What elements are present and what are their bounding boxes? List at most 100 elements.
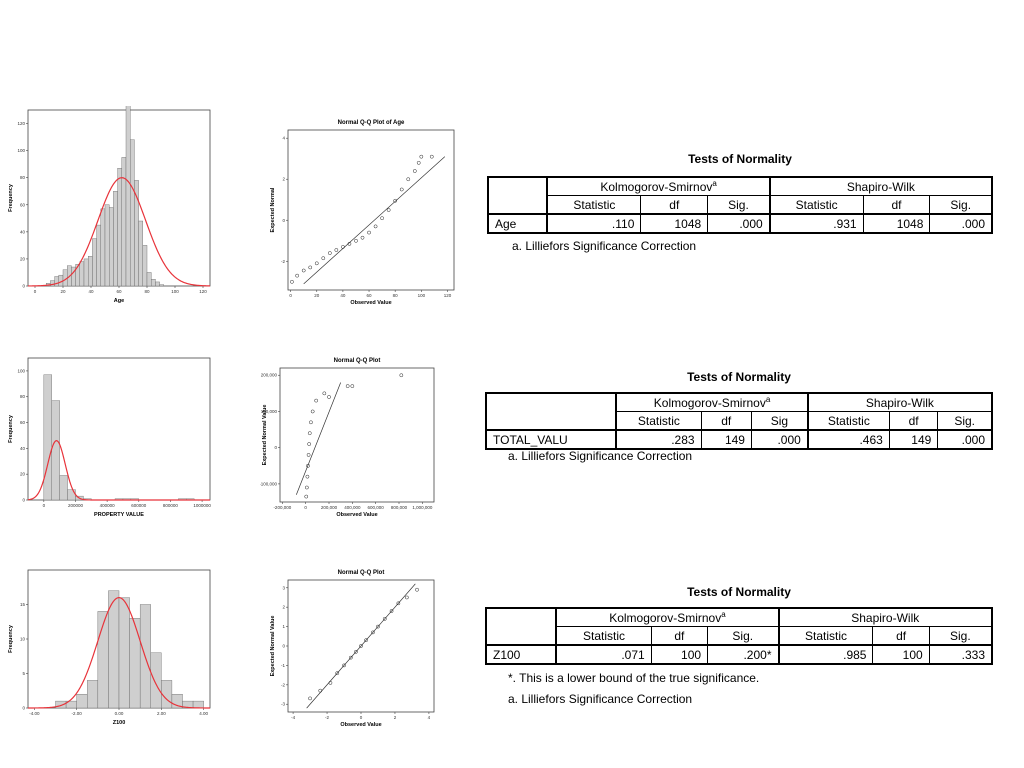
- qq-point: [342, 663, 346, 668]
- sw-group-header: Shapiro-Wilk: [807, 392, 993, 412]
- histogram-bar: [159, 284, 165, 287]
- x-axis-label: Observed Value: [350, 300, 391, 306]
- tests-title-z100: Tests of Normality: [687, 585, 791, 599]
- table-corner: [485, 607, 558, 646]
- col-header: Statistic: [615, 411, 702, 431]
- x-tick-label: 80: [393, 293, 399, 298]
- x-tick-label: -2.00: [72, 711, 83, 716]
- x-tick-label: 800,000: [391, 505, 408, 510]
- col-header: Sig.: [707, 195, 771, 215]
- plot-frame: [287, 129, 455, 291]
- histogram-bar: [87, 256, 93, 287]
- x-axis-label: Observed Value: [336, 512, 377, 518]
- tests-table-property: Kolmogorov-Smirnova Shapiro-Wilk Statist…: [485, 392, 993, 450]
- x-tick-label: 1000000: [193, 503, 211, 508]
- col-header: Statistic: [777, 626, 874, 646]
- qq-point: [371, 630, 375, 635]
- histogram-bar: [59, 475, 68, 501]
- ks-group-header: Kolmogorov-Smirnova: [615, 392, 809, 412]
- x-tick-label: 100: [418, 293, 426, 298]
- qq-point: [380, 216, 384, 221]
- y-tick-label: 80: [20, 394, 26, 399]
- histogram-bar: [150, 652, 162, 709]
- qq-point: [354, 238, 358, 243]
- y-tick-label: 20: [20, 472, 26, 477]
- qq-point: [307, 431, 312, 436]
- qq-point: [359, 644, 363, 648]
- col-header: Sig.: [707, 626, 780, 646]
- y-tick-label: 1: [282, 624, 285, 629]
- histogram-bar: [62, 269, 68, 287]
- table-footnote: a. Lilliefors Significance Correction: [512, 239, 697, 253]
- histogram-bar: [87, 680, 99, 709]
- qq-point: [373, 224, 378, 229]
- qq-point: [341, 245, 345, 249]
- x-tick-label: 400,000: [344, 505, 361, 510]
- qq-point: [399, 187, 404, 192]
- x-tick-label: 600000: [131, 503, 147, 508]
- y-axis-label: Expected Normal: [270, 187, 276, 232]
- qq-point: [314, 261, 319, 266]
- qq-point: [306, 453, 311, 457]
- table-cell: .200*: [707, 644, 780, 665]
- histogram-bar: [54, 276, 59, 287]
- table-cell: .000: [707, 213, 771, 234]
- y-tick-label: 0: [274, 445, 277, 450]
- reference-line: [303, 156, 446, 285]
- qq-point: [389, 609, 394, 613]
- histogram-bar: [125, 106, 131, 287]
- histogram-bar: [83, 258, 89, 287]
- y-tick-label: 0: [22, 284, 25, 289]
- histogram-bar: [192, 700, 204, 709]
- histogram-bar: [100, 208, 106, 287]
- histogram-bar: [108, 207, 114, 287]
- table-cell: .110: [546, 213, 642, 234]
- qq-point: [335, 671, 340, 676]
- x-tick-label: 200000: [68, 503, 84, 508]
- y-tick-label: 10: [20, 637, 26, 642]
- histogram-bar: [76, 693, 88, 709]
- histogram-bar: [118, 597, 130, 709]
- chart-title: Normal Q-Q Plot: [334, 358, 381, 364]
- y-tick-label: 200,000: [261, 373, 278, 378]
- qq-point: [404, 595, 409, 600]
- col-header: Statistic: [546, 195, 642, 215]
- y-tick-label: -3: [281, 702, 285, 707]
- property-qq-plot: Normal Q-Q Plot -200,000 0 200,000 400,000 60…: [260, 358, 435, 518]
- col-header: Sig: [750, 411, 809, 431]
- qq-point: [327, 251, 332, 255]
- qq-point: [295, 273, 299, 278]
- qq-point: [415, 587, 419, 592]
- sw-group-header: Shapiro-Wilk: [769, 176, 993, 196]
- qq-point: [416, 160, 421, 165]
- histogram-bar: [142, 245, 148, 287]
- table-cell: .000: [937, 429, 993, 450]
- table-cell: .071: [555, 644, 652, 665]
- histogram-bar: [43, 374, 52, 501]
- histogram-bar: [67, 489, 76, 501]
- y-tick-label: 15: [20, 602, 26, 607]
- x-tick-label: 0: [360, 715, 363, 720]
- x-tick-label: -200,000: [273, 505, 291, 510]
- qq-point: [350, 384, 355, 388]
- qq-point: [309, 420, 313, 425]
- table-cell: .000: [750, 429, 809, 450]
- qq-point: [399, 373, 404, 378]
- y-tick-label: 40: [20, 229, 26, 234]
- y-tick-label: 0: [282, 644, 285, 649]
- reference-line: [296, 382, 341, 495]
- x-tick-label: 60: [116, 289, 122, 294]
- col-header: Sig.: [929, 195, 993, 215]
- histogram-bar: [104, 204, 110, 287]
- tests-title-property: Tests of Normality: [687, 370, 791, 384]
- qq-point: [327, 395, 331, 399]
- col-header: Statistic: [555, 626, 652, 646]
- col-header: Sig.: [928, 626, 993, 646]
- histogram-bar: [146, 272, 152, 287]
- col-header: df: [640, 195, 709, 215]
- x-axis-label: Z100: [113, 720, 126, 726]
- x-tick-label: 100: [171, 289, 179, 294]
- table-cell: .000: [929, 213, 993, 234]
- histogram-bar: [150, 279, 156, 287]
- col-header: df: [862, 195, 931, 215]
